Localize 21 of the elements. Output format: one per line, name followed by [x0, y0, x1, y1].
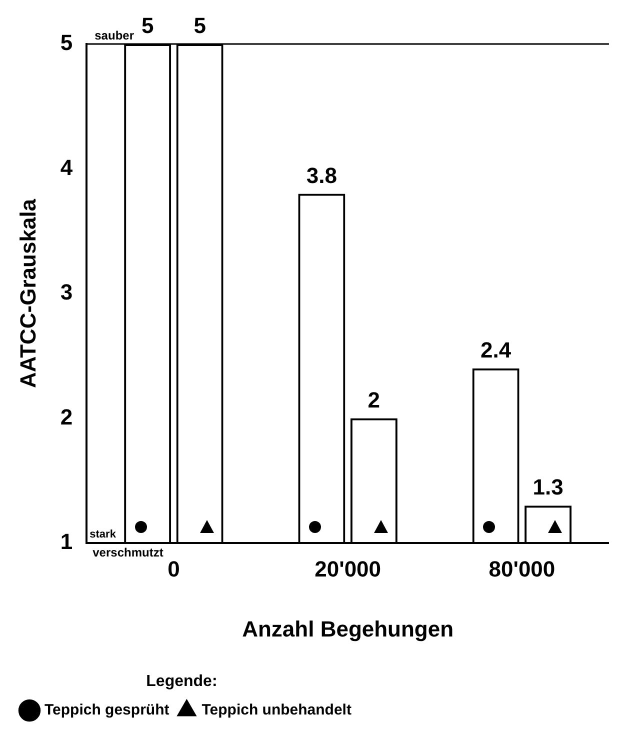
- x-tick-label: 20'000: [314, 556, 382, 582]
- y-tick-label: 1: [60, 529, 73, 554]
- y-tick-label: 5: [60, 30, 73, 56]
- x-axis-title: Anzahl Begehungen: [242, 616, 454, 642]
- legend-label: Teppich gesprüht: [44, 702, 170, 719]
- data-label: 2.4: [480, 337, 512, 362]
- data-label: 2: [368, 387, 380, 412]
- y-axis-title: AATCC-Grauskala: [15, 198, 40, 388]
- text: sauber: [94, 28, 134, 42]
- annotation: stark verschmutzt: [90, 528, 164, 560]
- y-tick-label: 2: [60, 404, 73, 430]
- x-tick-label: 0: [168, 556, 180, 582]
- legend-title: Legende:: [146, 673, 218, 690]
- x-tick-label: 80'000: [488, 556, 556, 582]
- data-label: 5: [141, 13, 154, 38]
- y-tick-label: 4: [60, 154, 74, 180]
- data-label: 5: [194, 13, 206, 38]
- data-label: 1.3: [532, 474, 564, 500]
- data-label: 3.8: [306, 162, 337, 188]
- y-tick-label: 3: [60, 280, 73, 305]
- legend-label: Teppich unbehandelt: [202, 702, 352, 719]
